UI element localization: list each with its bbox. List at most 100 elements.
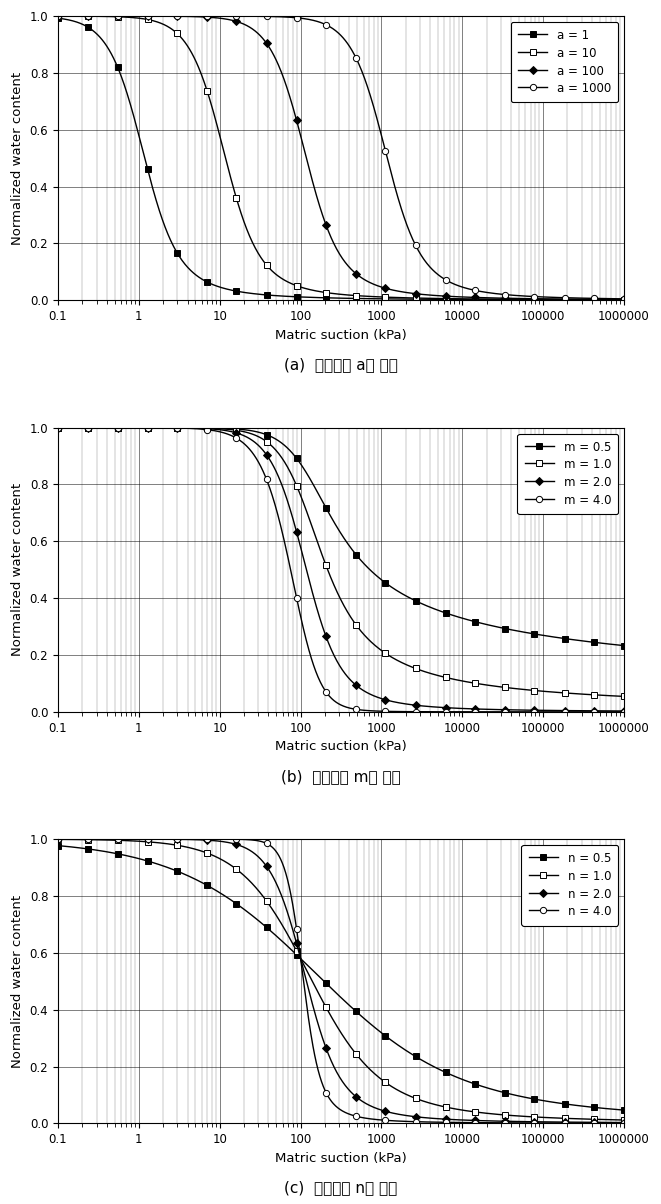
m = 0.5: [112, 420, 120, 435]
Text: (b)  맞춤계수 m의 변화: (b) 맞춤계수 m의 변화: [281, 768, 401, 784]
a = 1000: [112, 8, 120, 23]
a = 1000: [443, 273, 451, 288]
a = 100: [54, 8, 62, 23]
m = 2.0: [112, 420, 120, 435]
a = 1000: [54, 8, 62, 23]
n = 0.5: [620, 1103, 628, 1117]
n = 0.5: [495, 1084, 503, 1098]
n = 1.0: [54, 832, 62, 846]
Text: (a)  맞춤계수 a의 변화: (a) 맞춤계수 a의 변화: [284, 358, 398, 372]
Legend: a = 1, a = 10, a = 100, a = 1000: a = 1, a = 10, a = 100, a = 1000: [511, 22, 618, 102]
m = 0.5: [303, 467, 311, 482]
n = 2.0: [620, 1115, 628, 1129]
m = 2.0: [495, 702, 503, 716]
m = 4.0: [54, 420, 62, 435]
m = 1.0: [112, 420, 120, 435]
m = 4.0: [506, 704, 514, 719]
m = 4.0: [303, 637, 311, 651]
n = 2.0: [283, 903, 291, 917]
a = 100: [495, 291, 503, 306]
m = 2.0: [620, 704, 628, 719]
a = 10: [283, 275, 291, 289]
Line: m = 1.0: m = 1.0: [55, 425, 627, 700]
Line: n = 2.0: n = 2.0: [55, 836, 627, 1126]
m = 4.0: [443, 704, 451, 719]
Line: n = 1.0: n = 1.0: [55, 837, 627, 1123]
n = 4.0: [283, 870, 291, 885]
a = 100: [283, 81, 291, 95]
n = 1.0: [506, 1108, 514, 1122]
a = 1: [303, 290, 311, 305]
n = 1.0: [112, 833, 120, 848]
m = 4.0: [495, 704, 503, 719]
Line: a = 10: a = 10: [55, 13, 627, 303]
m = 1.0: [620, 689, 628, 703]
m = 0.5: [54, 420, 62, 435]
n = 4.0: [506, 1116, 514, 1131]
Y-axis label: Normalized water content: Normalized water content: [11, 72, 24, 244]
a = 1: [54, 11, 62, 25]
n = 2.0: [495, 1114, 503, 1128]
m = 1.0: [443, 671, 451, 685]
Line: m = 0.5: m = 0.5: [55, 425, 627, 649]
n = 0.5: [112, 846, 120, 861]
Line: a = 1: a = 1: [55, 16, 627, 303]
a = 1: [283, 289, 291, 303]
m = 2.0: [283, 492, 291, 507]
a = 1: [620, 293, 628, 307]
a = 100: [443, 289, 451, 303]
n = 4.0: [303, 1003, 311, 1017]
n = 2.0: [506, 1114, 514, 1128]
m = 2.0: [506, 703, 514, 718]
a = 100: [112, 8, 120, 23]
m = 2.0: [303, 566, 311, 580]
a = 1: [112, 55, 120, 70]
m = 4.0: [112, 420, 120, 435]
a = 1000: [303, 12, 311, 26]
Line: a = 100: a = 100: [55, 13, 627, 302]
Line: m = 4.0: m = 4.0: [55, 425, 627, 715]
m = 1.0: [54, 420, 62, 435]
m = 1.0: [495, 679, 503, 694]
a = 10: [112, 10, 120, 24]
m = 1.0: [506, 680, 514, 695]
n = 2.0: [112, 832, 120, 846]
n = 4.0: [54, 832, 62, 846]
n = 1.0: [443, 1100, 451, 1115]
m = 0.5: [283, 441, 291, 455]
Line: m = 2.0: m = 2.0: [55, 425, 627, 714]
n = 4.0: [495, 1116, 503, 1131]
a = 1000: [506, 288, 514, 302]
m = 0.5: [443, 606, 451, 620]
m = 1.0: [303, 506, 311, 520]
a = 100: [303, 154, 311, 169]
Y-axis label: Normalized water content: Normalized water content: [11, 895, 24, 1068]
X-axis label: Matric suction (kPa): Matric suction (kPa): [275, 329, 407, 342]
n = 1.0: [303, 964, 311, 979]
a = 1: [443, 293, 451, 307]
Y-axis label: Normalized water content: Normalized water content: [11, 483, 24, 656]
n = 0.5: [506, 1087, 514, 1102]
n = 2.0: [443, 1112, 451, 1127]
n = 0.5: [283, 938, 291, 952]
Line: a = 1000: a = 1000: [55, 13, 627, 302]
n = 0.5: [303, 958, 311, 973]
X-axis label: Matric suction (kPa): Matric suction (kPa): [275, 740, 407, 754]
n = 2.0: [303, 978, 311, 992]
m = 0.5: [495, 620, 503, 635]
m = 1.0: [283, 459, 291, 473]
a = 10: [620, 293, 628, 307]
a = 10: [303, 282, 311, 296]
a = 10: [443, 291, 451, 306]
a = 1000: [495, 287, 503, 301]
n = 2.0: [54, 832, 62, 846]
n = 4.0: [443, 1115, 451, 1129]
n = 1.0: [620, 1112, 628, 1127]
a = 100: [506, 291, 514, 306]
a = 1: [506, 293, 514, 307]
n = 0.5: [443, 1066, 451, 1080]
a = 10: [506, 293, 514, 307]
a = 100: [620, 293, 628, 307]
a = 10: [495, 293, 503, 307]
n = 0.5: [54, 838, 62, 852]
